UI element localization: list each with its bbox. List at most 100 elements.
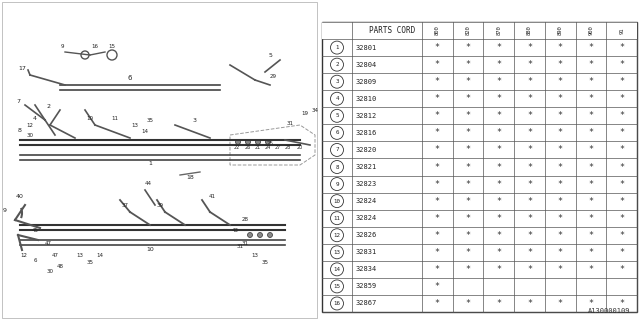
Text: *: * bbox=[557, 94, 563, 103]
Text: 8: 8 bbox=[18, 128, 22, 133]
Text: *: * bbox=[557, 196, 563, 206]
Text: *: * bbox=[619, 94, 624, 103]
Text: 15: 15 bbox=[109, 44, 115, 49]
Text: *: * bbox=[557, 43, 563, 52]
Text: *: * bbox=[527, 248, 532, 257]
Text: 14: 14 bbox=[333, 267, 340, 272]
Text: 14: 14 bbox=[97, 253, 104, 258]
Text: 32867: 32867 bbox=[356, 300, 377, 307]
Text: *: * bbox=[527, 180, 532, 188]
Text: 1: 1 bbox=[335, 45, 339, 50]
Text: *: * bbox=[588, 111, 593, 120]
Text: 3: 3 bbox=[335, 79, 339, 84]
Text: *: * bbox=[496, 265, 501, 274]
Text: *: * bbox=[527, 128, 532, 137]
Text: 880: 880 bbox=[527, 26, 532, 36]
Text: 10: 10 bbox=[86, 116, 93, 121]
Text: *: * bbox=[496, 111, 501, 120]
Text: *: * bbox=[588, 94, 593, 103]
Text: *: * bbox=[527, 163, 532, 172]
Bar bbox=[322, 22, 637, 39]
Text: *: * bbox=[465, 265, 470, 274]
Text: *: * bbox=[527, 43, 532, 52]
Text: *: * bbox=[496, 299, 501, 308]
Text: *: * bbox=[588, 77, 593, 86]
Text: *: * bbox=[588, 128, 593, 137]
Text: *: * bbox=[465, 94, 470, 103]
Text: *: * bbox=[557, 77, 563, 86]
Text: *: * bbox=[435, 111, 440, 120]
Circle shape bbox=[255, 140, 260, 145]
Text: 29: 29 bbox=[269, 74, 276, 79]
Text: *: * bbox=[465, 60, 470, 69]
Text: *: * bbox=[588, 146, 593, 155]
Text: 35: 35 bbox=[86, 260, 93, 265]
Text: *: * bbox=[557, 163, 563, 172]
Text: 32826: 32826 bbox=[356, 232, 377, 238]
Text: 10: 10 bbox=[146, 247, 154, 252]
Text: *: * bbox=[496, 43, 501, 52]
Text: 6: 6 bbox=[335, 130, 339, 135]
Text: *: * bbox=[619, 60, 624, 69]
Text: 31: 31 bbox=[287, 121, 294, 126]
Text: *: * bbox=[465, 180, 470, 188]
Text: 9: 9 bbox=[335, 181, 339, 187]
Text: *: * bbox=[619, 180, 624, 188]
Text: *: * bbox=[435, 163, 440, 172]
Text: *: * bbox=[588, 180, 593, 188]
Text: 91: 91 bbox=[619, 27, 624, 34]
Text: *: * bbox=[619, 231, 624, 240]
Text: *: * bbox=[557, 128, 563, 137]
Text: 32820: 32820 bbox=[356, 147, 377, 153]
Text: *: * bbox=[619, 163, 624, 172]
Text: *: * bbox=[557, 111, 563, 120]
Text: *: * bbox=[496, 248, 501, 257]
Text: 9: 9 bbox=[60, 44, 64, 49]
Text: *: * bbox=[588, 248, 593, 257]
Text: 34: 34 bbox=[312, 108, 319, 113]
Circle shape bbox=[246, 140, 250, 145]
Text: 9: 9 bbox=[3, 208, 7, 213]
Text: *: * bbox=[588, 196, 593, 206]
Circle shape bbox=[236, 140, 241, 145]
Text: *: * bbox=[435, 196, 440, 206]
Text: 13: 13 bbox=[333, 250, 340, 255]
Text: *: * bbox=[435, 282, 440, 291]
Text: *: * bbox=[557, 214, 563, 223]
Text: 8: 8 bbox=[335, 164, 339, 170]
Text: *: * bbox=[557, 299, 563, 308]
Text: *: * bbox=[435, 265, 440, 274]
Text: 7: 7 bbox=[335, 148, 339, 152]
Text: 12: 12 bbox=[20, 253, 28, 258]
Text: 35: 35 bbox=[262, 260, 269, 265]
Text: *: * bbox=[619, 265, 624, 274]
Text: 26: 26 bbox=[245, 145, 251, 150]
Text: *: * bbox=[557, 248, 563, 257]
Text: *: * bbox=[435, 248, 440, 257]
Circle shape bbox=[248, 233, 253, 237]
Text: 25: 25 bbox=[266, 141, 273, 146]
Text: *: * bbox=[588, 231, 593, 240]
Text: *: * bbox=[619, 43, 624, 52]
Text: 32812: 32812 bbox=[356, 113, 377, 119]
Text: *: * bbox=[588, 214, 593, 223]
Text: *: * bbox=[496, 77, 501, 86]
Text: *: * bbox=[465, 111, 470, 120]
Text: *: * bbox=[465, 163, 470, 172]
Text: *: * bbox=[619, 77, 624, 86]
Text: 32824: 32824 bbox=[356, 215, 377, 221]
Text: *: * bbox=[465, 77, 470, 86]
Text: *: * bbox=[588, 43, 593, 52]
Text: 44: 44 bbox=[145, 181, 152, 186]
Text: 28: 28 bbox=[241, 217, 248, 222]
Text: *: * bbox=[435, 60, 440, 69]
Text: 2: 2 bbox=[335, 62, 339, 67]
Text: *: * bbox=[588, 265, 593, 274]
Text: 4: 4 bbox=[33, 116, 37, 121]
Text: *: * bbox=[465, 248, 470, 257]
Text: 19: 19 bbox=[301, 111, 308, 116]
Text: 32816: 32816 bbox=[356, 130, 377, 136]
Text: *: * bbox=[619, 146, 624, 155]
Text: *: * bbox=[527, 60, 532, 69]
Text: 7: 7 bbox=[16, 99, 20, 104]
